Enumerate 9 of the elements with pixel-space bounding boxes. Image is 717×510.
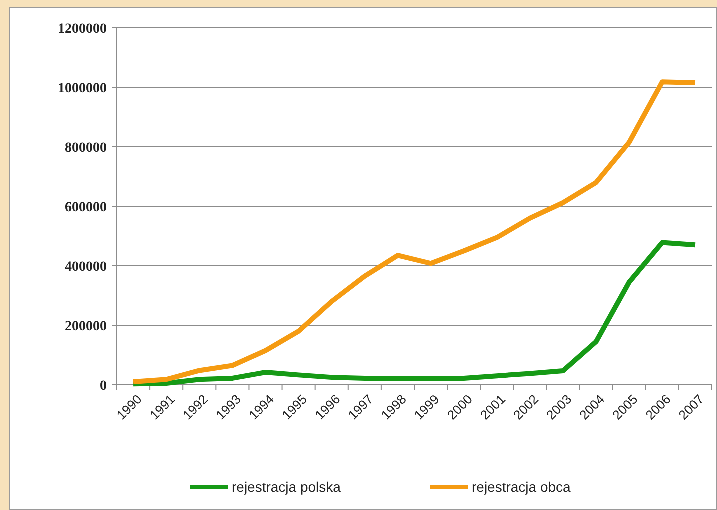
y-tick-label: 200000 [65, 319, 107, 334]
y-tick-label: 1000000 [58, 81, 107, 96]
y-tick-label: 0 [100, 378, 107, 394]
y-tick-label: 600000 [65, 200, 107, 216]
y-tick-label: 1200000 [58, 22, 107, 37]
legend-label: rejestracja obca [472, 478, 572, 495]
y-tick-label: 400000 [65, 260, 107, 275]
y-tick-label: 800000 [65, 140, 107, 156]
legend-label: rejestracja polska [232, 478, 342, 495]
